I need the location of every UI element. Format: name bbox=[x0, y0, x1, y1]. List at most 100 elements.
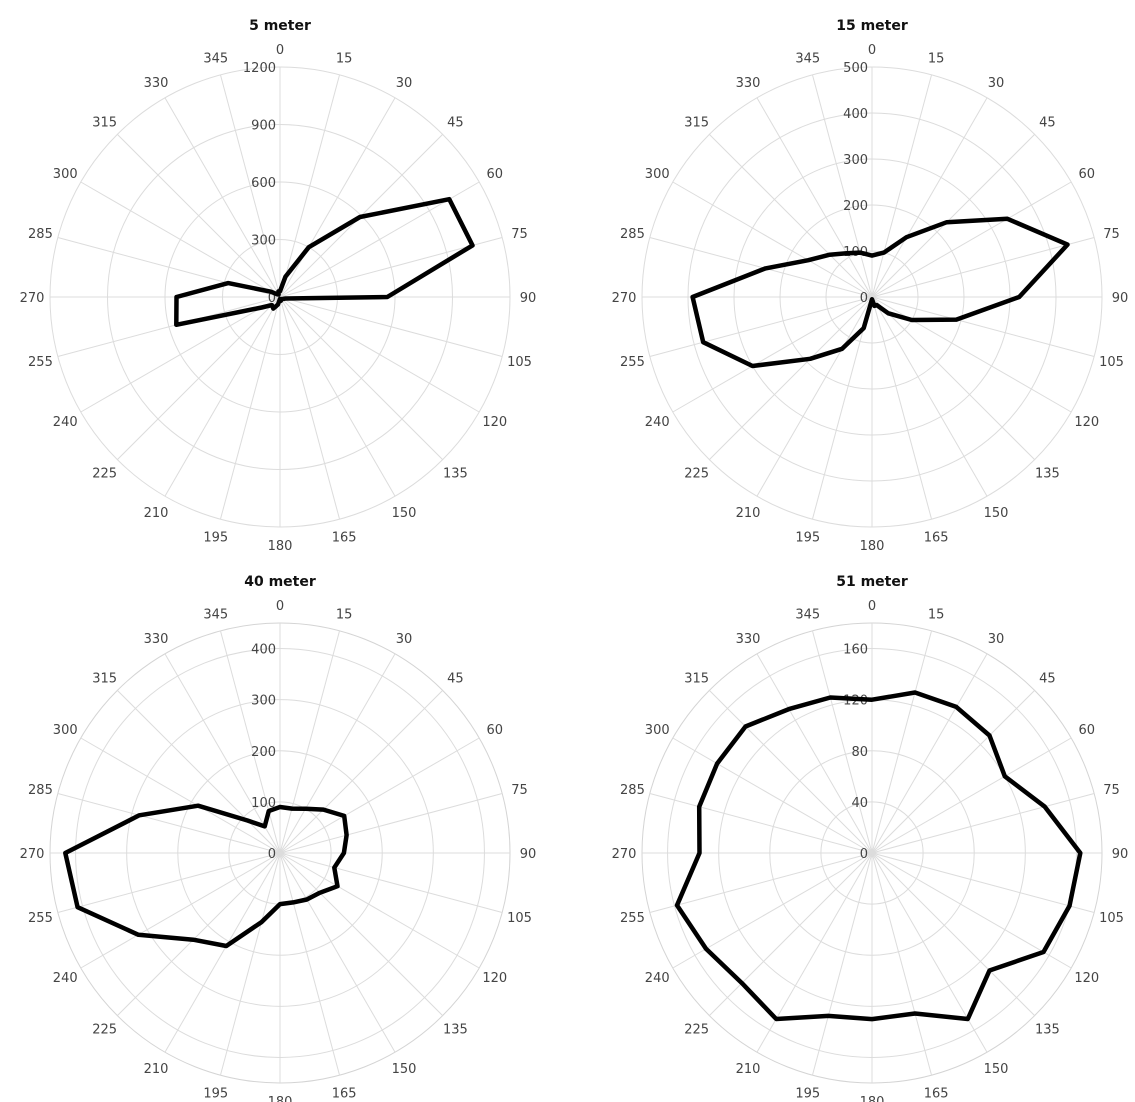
grid-spoke bbox=[279, 852, 443, 1016]
grid-spoke bbox=[672, 296, 873, 413]
angle-label: 135 bbox=[443, 1022, 468, 1037]
series-line bbox=[63, 803, 349, 949]
grid-spoke bbox=[279, 74, 341, 298]
angle-label: 135 bbox=[1035, 1022, 1060, 1037]
series-line bbox=[690, 216, 1070, 369]
grid-spoke bbox=[117, 296, 281, 460]
angle-label: 225 bbox=[92, 1022, 117, 1037]
grid-spoke bbox=[649, 852, 873, 914]
grid-spoke bbox=[756, 97, 873, 298]
grid-spoke bbox=[871, 296, 1095, 358]
angle-label: 345 bbox=[795, 607, 820, 622]
angle-label: 195 bbox=[203, 531, 228, 546]
angle-label: 15 bbox=[928, 607, 945, 622]
radial-tick-label: 1200 bbox=[243, 61, 276, 76]
grid-spoke bbox=[672, 181, 873, 298]
angle-label: 210 bbox=[144, 1062, 169, 1077]
grid-spoke bbox=[649, 296, 873, 358]
angle-label: 75 bbox=[511, 227, 528, 242]
angle-label: 90 bbox=[520, 291, 537, 306]
radial-tick-label: 400 bbox=[843, 107, 868, 122]
grid-spoke bbox=[57, 852, 281, 914]
series-line bbox=[674, 690, 1083, 1022]
grid-spoke bbox=[80, 852, 281, 969]
grid-spoke bbox=[80, 296, 281, 413]
angle-label: 300 bbox=[645, 723, 670, 738]
radial-tick-label: 80 bbox=[851, 745, 868, 760]
angle-label: 60 bbox=[1079, 167, 1096, 182]
angle-label: 240 bbox=[645, 971, 670, 986]
radial-tick-label: 900 bbox=[251, 119, 276, 134]
angle-label: 15 bbox=[928, 51, 945, 66]
grid-spoke bbox=[80, 737, 281, 854]
radial-tick-label: 300 bbox=[251, 694, 276, 709]
grid-spoke bbox=[279, 737, 480, 854]
angle-label: 90 bbox=[1112, 847, 1129, 862]
angle-label: 90 bbox=[520, 847, 537, 862]
grid-spoke bbox=[219, 296, 281, 520]
angle-label: 255 bbox=[28, 911, 53, 926]
angle-label: 255 bbox=[620, 355, 645, 370]
grid-spoke bbox=[871, 690, 1035, 854]
angle-label: 315 bbox=[684, 116, 709, 131]
angle-label: 210 bbox=[736, 506, 761, 521]
angle-label: 120 bbox=[482, 971, 507, 986]
grid-spoke bbox=[164, 296, 281, 497]
radial-tick-label: 500 bbox=[843, 61, 868, 76]
grid-spoke bbox=[279, 852, 480, 969]
radial-tick-label: 200 bbox=[843, 199, 868, 214]
grid-spoke bbox=[871, 296, 933, 520]
angle-label: 270 bbox=[612, 291, 637, 306]
radial-tick-label: 0 bbox=[860, 291, 868, 306]
grid-spoke bbox=[756, 296, 873, 497]
angle-label: 285 bbox=[620, 227, 645, 242]
angle-label: 75 bbox=[511, 783, 528, 798]
angle-label: 180 bbox=[860, 539, 885, 554]
angle-label: 315 bbox=[92, 116, 117, 131]
angle-label: 165 bbox=[924, 1087, 949, 1102]
grid-spoke bbox=[279, 296, 341, 520]
angle-label: 330 bbox=[144, 632, 169, 647]
grid-spoke bbox=[871, 296, 1035, 460]
angle-label: 270 bbox=[20, 847, 45, 862]
angle-label: 150 bbox=[984, 1062, 1009, 1077]
angle-label: 345 bbox=[203, 607, 228, 622]
angle-label: 45 bbox=[447, 672, 464, 687]
grid-spoke bbox=[811, 630, 873, 854]
angle-label: 255 bbox=[28, 355, 53, 370]
grid-spoke bbox=[279, 792, 503, 854]
radial-tick-label: 600 bbox=[251, 176, 276, 191]
panel-40-meter: 0 15 30 45 60 75 90 105 120 135 150 165 180 195 210 225… bbox=[20, 574, 537, 1102]
angle-label: 75 bbox=[1103, 227, 1120, 242]
grid-spoke bbox=[164, 97, 281, 298]
grid-spoke bbox=[279, 97, 396, 298]
radial-tick-label: 400 bbox=[251, 643, 276, 658]
angle-label: 315 bbox=[684, 672, 709, 687]
grid-spoke bbox=[219, 630, 281, 854]
grid-spoke bbox=[871, 653, 988, 854]
angle-label: 180 bbox=[268, 1095, 293, 1102]
grid-spoke bbox=[219, 852, 281, 1076]
angle-label: 345 bbox=[203, 51, 228, 66]
angle-label: 225 bbox=[92, 466, 117, 481]
angle-label: 270 bbox=[612, 847, 637, 862]
angle-label: 240 bbox=[53, 415, 78, 430]
angle-label: 180 bbox=[860, 1095, 885, 1102]
grid-spoke bbox=[709, 296, 873, 460]
grid-spoke bbox=[871, 852, 1095, 914]
panel-15-meter: 0 15 30 45 60 75 90 105 120 135 150 165 180 195 210 225… bbox=[612, 18, 1129, 554]
grid-spoke bbox=[871, 630, 933, 854]
grid-spoke bbox=[871, 134, 1035, 298]
radial-tick-label: 0 bbox=[860, 847, 868, 862]
angle-label: 270 bbox=[20, 291, 45, 306]
angle-label: 300 bbox=[53, 167, 78, 182]
radial-tick-label: 300 bbox=[843, 153, 868, 168]
grid-spoke bbox=[871, 236, 1095, 298]
grid-spoke bbox=[709, 690, 873, 854]
angle-label: 60 bbox=[487, 167, 504, 182]
angle-label: 195 bbox=[795, 531, 820, 546]
angle-label: 225 bbox=[684, 1022, 709, 1037]
grid-spoke bbox=[279, 653, 396, 854]
angle-label: 105 bbox=[507, 355, 532, 370]
